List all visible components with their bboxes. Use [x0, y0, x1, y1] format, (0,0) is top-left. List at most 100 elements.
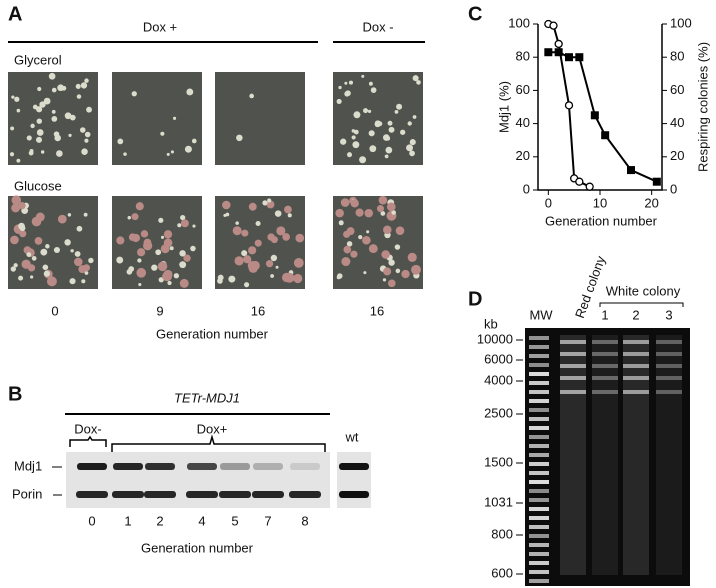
colony — [179, 278, 189, 288]
colony — [81, 279, 86, 284]
colony — [172, 116, 177, 120]
colony — [368, 81, 373, 86]
label: 16 — [370, 303, 384, 318]
colony — [370, 87, 377, 93]
band — [252, 491, 284, 498]
label: 800 — [491, 526, 513, 541]
colony — [163, 230, 173, 239]
label: 20 — [670, 148, 684, 163]
smear — [560, 335, 586, 575]
ladder-band — [529, 336, 549, 340]
marker — [554, 39, 563, 49]
ladder-band — [529, 462, 549, 466]
colony — [70, 249, 74, 253]
colony — [362, 235, 371, 245]
ladder-band — [529, 453, 549, 457]
dna-band — [656, 390, 682, 394]
label: 4000 — [484, 372, 513, 387]
dna-band — [623, 340, 649, 344]
colony — [128, 266, 135, 272]
plate — [215, 72, 305, 165]
colony — [368, 244, 378, 254]
colony — [26, 135, 32, 141]
colony — [366, 230, 370, 234]
colony — [409, 139, 416, 146]
label: 16 — [251, 303, 265, 318]
bracket — [599, 302, 684, 307]
label: kb — [484, 316, 498, 331]
colony — [31, 255, 37, 261]
colony — [232, 226, 242, 236]
colony — [36, 118, 42, 124]
label: 80 — [516, 49, 530, 64]
colony — [406, 144, 414, 152]
colony — [116, 256, 124, 264]
band — [113, 463, 143, 470]
ladder-band — [529, 525, 549, 529]
colony — [170, 150, 174, 154]
colony — [244, 282, 250, 288]
marker — [575, 53, 584, 62]
colony — [386, 202, 396, 212]
colony — [248, 202, 257, 211]
colony — [48, 72, 56, 80]
dna-band — [623, 376, 649, 380]
colony — [10, 235, 19, 245]
colony — [16, 108, 21, 113]
colony — [254, 239, 262, 247]
colony — [274, 210, 282, 217]
colony — [374, 121, 381, 128]
marker — [585, 182, 594, 191]
colony — [343, 245, 352, 254]
colony — [166, 152, 170, 156]
colony — [84, 78, 89, 83]
ladder-band — [529, 444, 549, 448]
label: 60 — [516, 82, 530, 97]
colony — [293, 257, 304, 268]
colony — [34, 237, 43, 245]
colony — [74, 251, 81, 257]
colony — [180, 215, 186, 221]
label: 60 — [670, 82, 684, 97]
dna-band — [560, 352, 586, 356]
colony — [337, 273, 343, 279]
smear — [592, 335, 618, 575]
colony — [84, 138, 89, 143]
colony — [40, 248, 48, 256]
band — [289, 491, 321, 498]
colony — [131, 213, 139, 221]
colony — [391, 210, 396, 215]
ladder-band — [529, 579, 549, 583]
label: 9 — [156, 303, 163, 318]
colony — [192, 224, 196, 228]
colony — [151, 264, 158, 271]
colony — [353, 111, 361, 119]
label: Dox - — [362, 19, 393, 34]
colony — [350, 250, 358, 258]
ladder-band — [529, 381, 549, 385]
colony — [412, 75, 419, 82]
colony — [352, 141, 360, 149]
label: 100 — [670, 15, 692, 30]
colony — [335, 208, 344, 218]
colony — [21, 259, 31, 269]
colony — [382, 278, 387, 282]
colony — [54, 134, 61, 142]
colony — [16, 158, 21, 163]
colony — [36, 129, 44, 136]
label: 2 — [156, 513, 163, 528]
label: Porin — [12, 486, 42, 501]
colony — [383, 267, 392, 276]
ladder-band — [529, 489, 549, 493]
marker — [565, 53, 573, 62]
blot — [66, 452, 330, 508]
label: Generation number — [141, 540, 254, 555]
colony — [158, 217, 164, 223]
marker — [627, 166, 635, 175]
colony — [37, 86, 42, 92]
dna-band — [592, 376, 618, 380]
colony — [18, 202, 26, 210]
colony — [363, 271, 367, 275]
marker — [601, 131, 610, 140]
colony — [11, 95, 15, 99]
